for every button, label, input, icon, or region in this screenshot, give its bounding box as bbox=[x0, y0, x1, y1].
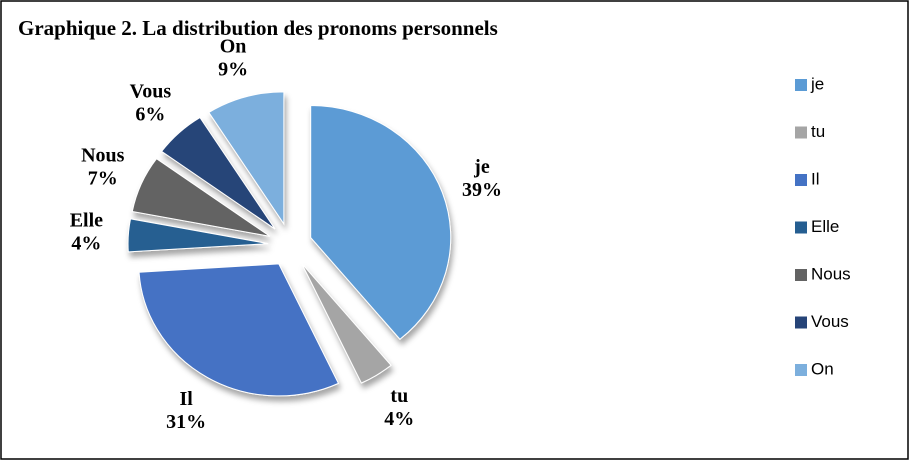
pie-slice bbox=[301, 263, 392, 384]
slice-category-label: Nous bbox=[81, 145, 125, 167]
legend-label: Il bbox=[811, 169, 820, 188]
pie-slice bbox=[310, 105, 452, 340]
slice-value-label: 6% bbox=[135, 103, 165, 125]
slice-value-label: 31% bbox=[166, 411, 206, 433]
slice-category-label: On bbox=[220, 36, 247, 58]
chart-title: Graphique 2. La distribution des pronoms… bbox=[18, 16, 498, 40]
pie-slice bbox=[131, 157, 271, 237]
slice-category-label: je bbox=[473, 156, 490, 178]
slice-value-label: 9% bbox=[218, 59, 248, 81]
legend-swatch bbox=[795, 221, 807, 234]
pie bbox=[127, 91, 452, 397]
legend-label: Nous bbox=[811, 264, 851, 283]
slice-category-label: Il bbox=[179, 388, 193, 410]
legend-swatch bbox=[795, 174, 807, 186]
legend-label: je bbox=[810, 74, 824, 93]
slice-category-label: Elle bbox=[70, 209, 103, 231]
slice-value-label: 39% bbox=[462, 179, 502, 201]
legend-label: Elle bbox=[811, 217, 839, 236]
slice-value-label: 7% bbox=[88, 168, 118, 190]
pie-slice bbox=[138, 263, 340, 397]
pie-slice bbox=[208, 91, 285, 226]
legend-label: On bbox=[811, 359, 834, 378]
slice-category-label: Vous bbox=[130, 80, 172, 102]
slice-value-label: 4% bbox=[384, 408, 414, 430]
slice-value-label: 4% bbox=[71, 232, 101, 254]
pie-slice bbox=[127, 218, 269, 253]
pie-slice bbox=[160, 116, 276, 230]
legend-swatch bbox=[795, 79, 807, 91]
legend-swatch bbox=[795, 126, 807, 139]
legend-swatch bbox=[795, 364, 807, 376]
legend-swatch bbox=[795, 316, 807, 329]
legend-label: tu bbox=[811, 122, 825, 141]
legend-label: Vous bbox=[811, 312, 849, 331]
legend-swatch bbox=[795, 269, 807, 281]
slice-category-label: tu bbox=[390, 385, 408, 407]
